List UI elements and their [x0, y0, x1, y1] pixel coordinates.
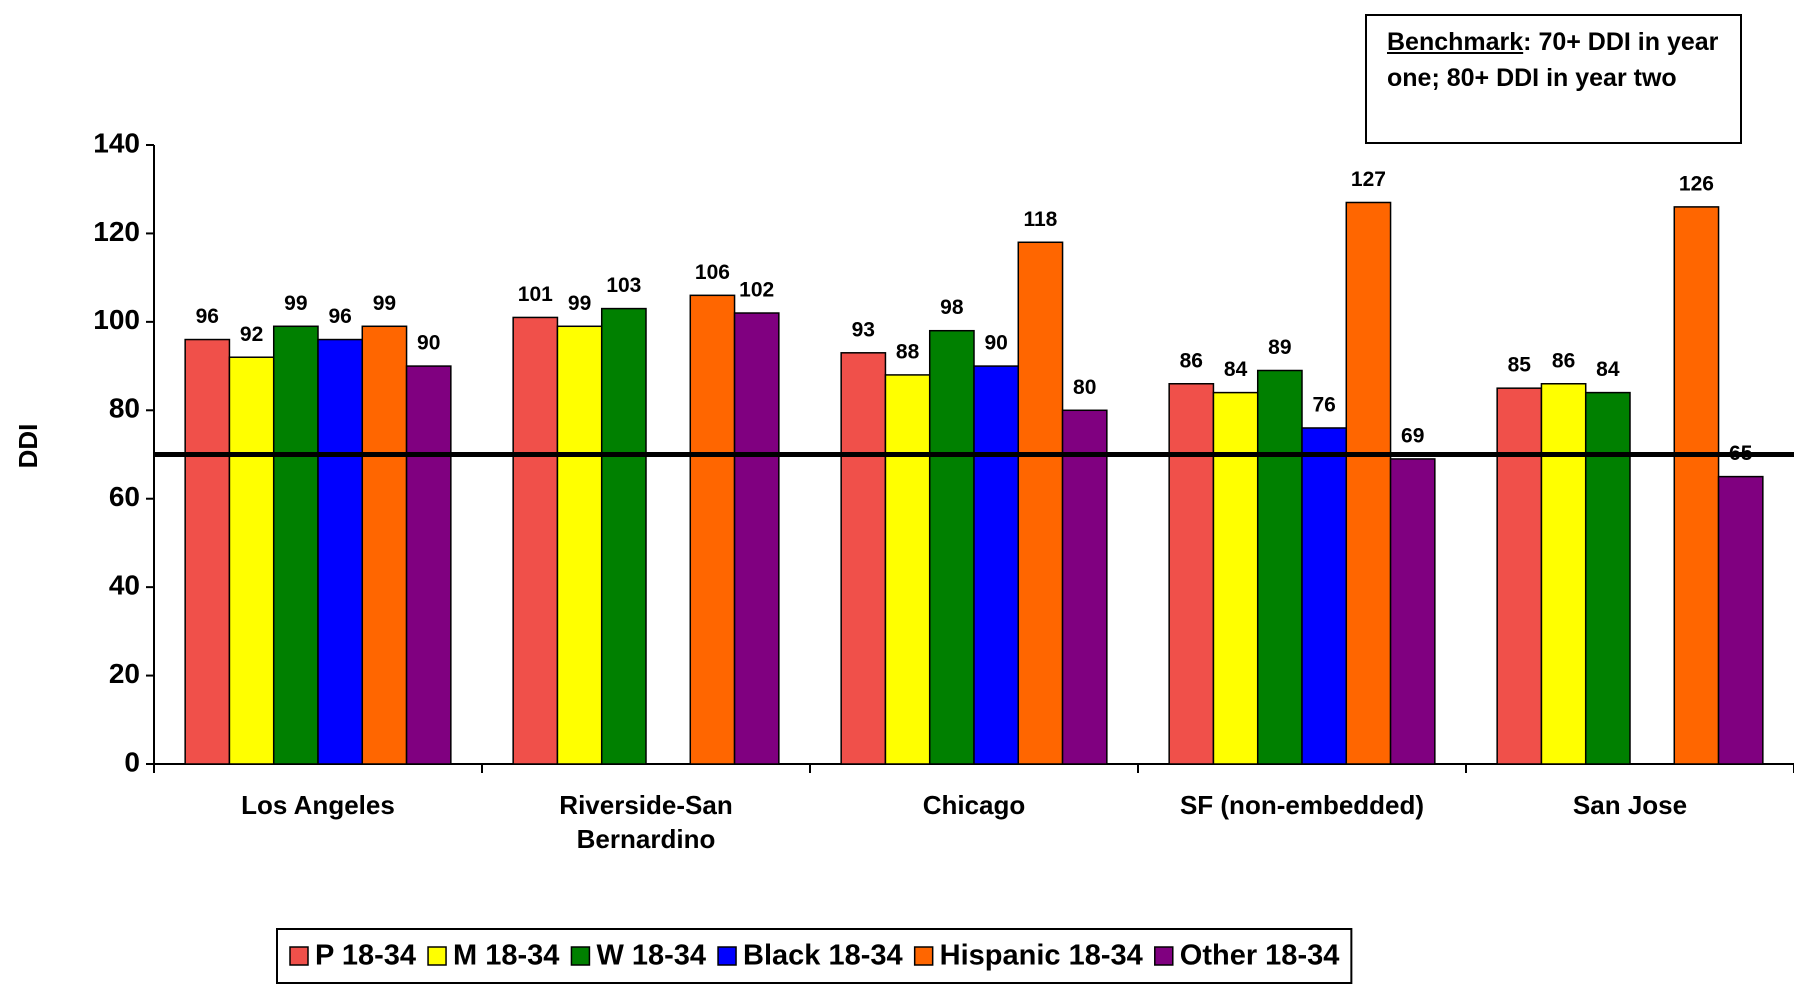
data-label: 90 [417, 332, 440, 355]
data-label: 102 [739, 279, 774, 302]
legend-swatch [1154, 946, 1174, 966]
bar [184, 338, 231, 765]
bar [317, 338, 364, 765]
legend-swatch [570, 946, 591, 966]
data-label: 96 [196, 305, 219, 328]
x-tick-label: Chicago [922, 790, 1026, 820]
legend-label: Hispanic 18-34 [940, 940, 1143, 972]
bar [1301, 427, 1348, 765]
data-label: 84 [1224, 358, 1248, 381]
y-tick-label: 140 [93, 127, 140, 158]
data-label: 86 [1180, 349, 1203, 372]
note-text: : 70+ DDI in year one; 80+ DDI in year t… [1387, 28, 1719, 92]
bar [512, 316, 559, 765]
legend-label: P 18-34 [315, 940, 416, 972]
data-label: 99 [373, 292, 396, 315]
data-label: 92 [240, 323, 263, 346]
data-label: 93 [852, 318, 875, 341]
bar [1256, 369, 1303, 765]
data-label: 106 [695, 261, 730, 284]
data-label: 88 [896, 340, 920, 363]
bar [1584, 391, 1631, 765]
bar [405, 365, 452, 765]
y-tick-label: 120 [93, 216, 140, 247]
data-label: 127 [1351, 168, 1386, 191]
data-label: 99 [568, 292, 591, 315]
bar [1717, 475, 1764, 765]
data-label: 69 [1401, 424, 1424, 447]
bar [272, 325, 319, 765]
bar [228, 356, 275, 765]
bar [884, 374, 931, 765]
legend-label: W 18-34 [596, 940, 706, 972]
bar [600, 307, 647, 765]
bar [556, 325, 603, 765]
y-axis-label: DDI [13, 424, 43, 469]
data-label: 76 [1312, 394, 1335, 417]
data-label: 126 [1679, 172, 1714, 195]
y-tick-label: 60 [109, 481, 140, 512]
x-tick-label: Riverside-San Bernardino [559, 790, 733, 854]
data-label: 85 [1508, 354, 1532, 377]
y-tick-label: 100 [93, 304, 140, 335]
legend-swatch [427, 946, 447, 966]
data-label: 96 [328, 305, 351, 328]
bar [1345, 201, 1392, 765]
bar [1061, 409, 1108, 765]
legend-swatch [717, 946, 737, 966]
legend-swatch [289, 946, 309, 966]
data-label: 101 [518, 283, 553, 306]
legend-label: Black 18-34 [743, 940, 903, 972]
legend-label: Other 18-34 [1180, 940, 1340, 972]
y-tick-label: 80 [109, 393, 140, 424]
y-tick-label: 20 [109, 658, 140, 689]
data-label: 86 [1552, 349, 1575, 372]
bar [928, 329, 975, 765]
data-label: 84 [1596, 358, 1620, 381]
data-label: 99 [284, 292, 307, 315]
x-tick-label: Los Angeles [241, 790, 395, 820]
data-label: 80 [1073, 376, 1096, 399]
data-label: 89 [1268, 336, 1291, 359]
bar [733, 312, 780, 765]
bar [1212, 391, 1259, 765]
bar [361, 325, 408, 765]
bar [1389, 458, 1436, 765]
data-label: 118 [1023, 208, 1057, 231]
bar [1017, 241, 1064, 765]
bar [973, 365, 1020, 765]
legend-swatch [913, 946, 934, 966]
benchmark-note: Benchmark: 70+ DDI in year one; 80+ DDI … [1365, 14, 1742, 144]
data-label: 103 [606, 274, 641, 297]
legend: P 18-34 M 18-34 W 18-34 Black 18-34 Hispanic… [276, 928, 1353, 984]
data-label: 98 [940, 296, 964, 319]
bar [1540, 383, 1587, 765]
bar [1673, 206, 1720, 765]
x-tick-label: San Jose [1572, 790, 1688, 820]
y-tick-label: 40 [109, 570, 140, 601]
legend-label: M 18-34 [453, 940, 559, 972]
bar [840, 352, 887, 765]
bar [689, 294, 736, 765]
note-label: Benchmark [1387, 28, 1524, 56]
bar [1496, 387, 1543, 765]
x-tick-label: SF (non-embedded) [1179, 790, 1425, 820]
y-tick-label: 0 [124, 746, 140, 777]
bar [1168, 383, 1215, 765]
data-label: 90 [984, 332, 1007, 355]
